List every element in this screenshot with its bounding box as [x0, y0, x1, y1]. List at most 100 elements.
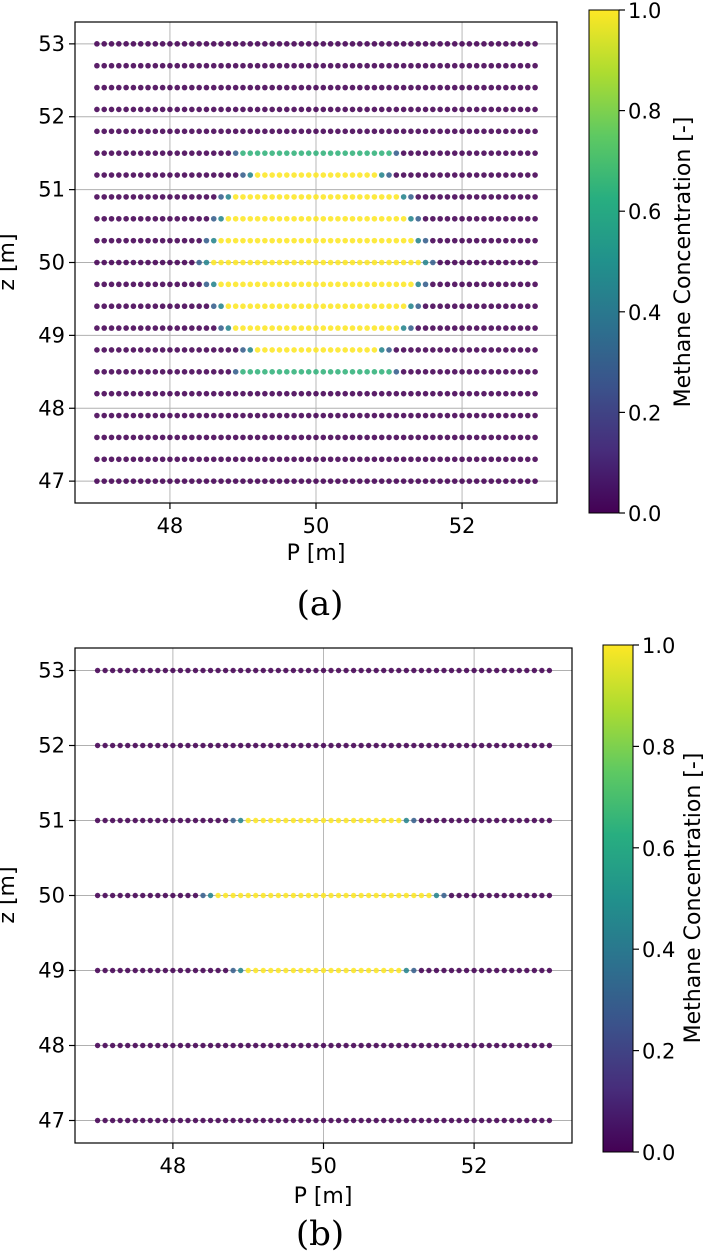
data-point [335, 817, 342, 824]
data-point [283, 281, 290, 288]
data-point [517, 62, 524, 69]
data-point [130, 150, 137, 156]
data-point [262, 62, 268, 69]
data-point [509, 1117, 515, 1124]
data-point [254, 215, 261, 222]
data-point [247, 478, 254, 484]
data-point [192, 967, 199, 974]
data-point [358, 1042, 364, 1049]
data-point [532, 194, 538, 200]
data-point [400, 215, 407, 222]
data-point [305, 817, 312, 824]
data-point [276, 412, 283, 419]
data-point [177, 817, 184, 824]
data-point [185, 667, 191, 674]
data-point [400, 41, 407, 47]
data-point [328, 967, 334, 974]
data-point [159, 215, 166, 222]
data-point [247, 456, 254, 463]
data-point [422, 172, 429, 178]
data-point [486, 967, 492, 974]
data-point [117, 742, 123, 749]
data-point [196, 412, 202, 419]
data-point [320, 390, 327, 397]
data-point [260, 1042, 266, 1049]
data-point [373, 667, 379, 674]
data-point [357, 390, 363, 397]
data-point [130, 369, 137, 375]
data-point [357, 62, 363, 69]
data-point [189, 434, 195, 441]
data-point [313, 41, 319, 47]
data-point [463, 967, 470, 974]
data-point [218, 347, 224, 353]
data-point [137, 434, 144, 441]
data-point [240, 303, 246, 310]
data-point [275, 1117, 282, 1124]
data-point [159, 41, 166, 47]
data-point [210, 41, 217, 47]
data-point [532, 41, 538, 47]
data-point [203, 106, 210, 113]
data-point [116, 369, 122, 375]
data-point [473, 106, 480, 113]
data-point [488, 347, 495, 353]
data-point [546, 1042, 553, 1049]
data-point [349, 347, 356, 353]
data-point [237, 817, 244, 824]
data-point [240, 150, 246, 156]
data-point [358, 1117, 364, 1124]
data-point [225, 478, 232, 484]
data-point [371, 369, 378, 375]
data-point [478, 667, 485, 674]
data-point [466, 456, 473, 463]
data-point [349, 62, 356, 69]
data-point [400, 172, 407, 178]
data-point [335, 412, 341, 419]
data-point [275, 667, 282, 674]
data-point [466, 215, 473, 222]
data-point [503, 478, 509, 484]
data-point [305, 303, 312, 310]
data-point [524, 84, 531, 91]
data-point [225, 259, 232, 266]
data-point [481, 434, 487, 441]
data-point [473, 172, 480, 178]
data-point [437, 478, 443, 484]
data-point [393, 325, 400, 331]
data-point [132, 967, 138, 974]
data-point [342, 325, 349, 331]
data-point [116, 194, 122, 200]
data-point [196, 150, 202, 156]
data-point [94, 967, 101, 974]
colorbar-ticks-a: 0.00.20.40.60.81.0 [619, 0, 661, 526]
data-point [478, 967, 485, 974]
data-point [459, 150, 465, 156]
data-point [456, 1117, 462, 1124]
data-point [486, 817, 492, 824]
data-point [207, 742, 214, 749]
data-point [408, 84, 414, 91]
data-point [408, 215, 414, 222]
data-point [532, 62, 538, 69]
data-point [170, 817, 176, 824]
data-point [245, 967, 251, 974]
data-point [298, 390, 305, 397]
data-point [196, 41, 202, 47]
data-point [350, 1042, 357, 1049]
data-point [94, 194, 100, 200]
data-point [269, 412, 275, 419]
data-point [210, 62, 217, 69]
data-point [260, 892, 266, 899]
data-point [305, 325, 312, 331]
data-point [516, 1042, 522, 1049]
data-point [495, 369, 502, 375]
data-point [196, 369, 202, 375]
data-point [152, 325, 159, 331]
data-point [313, 303, 319, 310]
data-point [437, 369, 443, 375]
data-point [320, 84, 327, 91]
data-point [444, 106, 451, 113]
data-point [320, 667, 327, 674]
data-point [426, 817, 432, 824]
